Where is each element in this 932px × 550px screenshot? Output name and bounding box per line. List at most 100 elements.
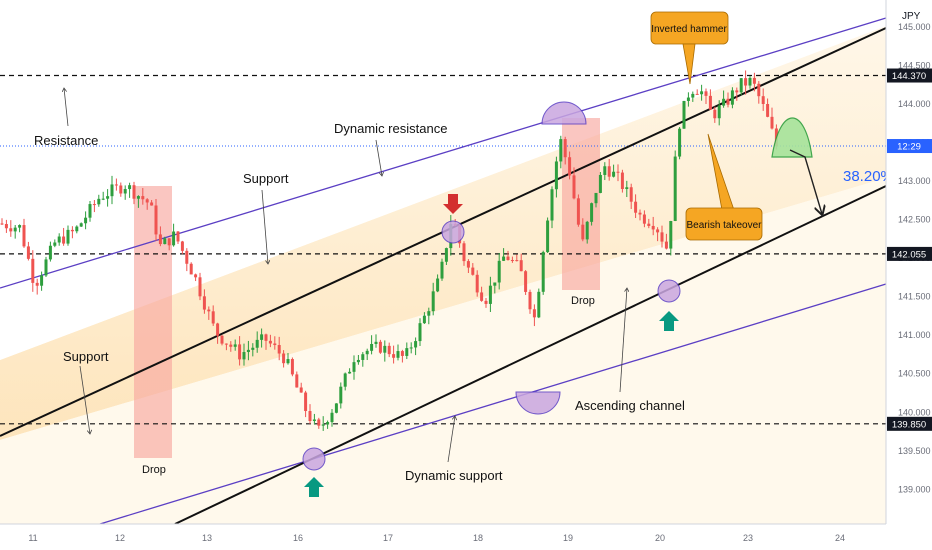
price-label-low_support: 139.850 xyxy=(892,419,926,430)
candle-body xyxy=(374,341,378,344)
candle-body xyxy=(308,411,312,422)
candle-body xyxy=(590,203,594,222)
price-label-bg-support xyxy=(887,246,932,261)
callout-inverted-hammer-text: Inverted hammer xyxy=(651,24,727,35)
candle-body xyxy=(26,246,30,259)
candle-body xyxy=(440,261,444,279)
candle-body xyxy=(682,100,686,129)
candle-body xyxy=(233,344,237,347)
candle-body xyxy=(114,184,118,186)
candle-body xyxy=(101,198,105,200)
candle-body xyxy=(436,278,440,292)
candle-body xyxy=(216,323,220,336)
candle-body xyxy=(207,309,211,312)
candle-body xyxy=(396,351,400,358)
candle-body xyxy=(506,256,510,261)
candle-body xyxy=(0,223,4,225)
candle-body xyxy=(629,187,633,202)
candle-body xyxy=(752,77,756,84)
price-label-bg-low_support xyxy=(887,416,932,431)
candle-body xyxy=(163,238,167,245)
candle-body xyxy=(409,347,413,349)
candle-body xyxy=(220,335,224,344)
currency-label: JPY xyxy=(902,11,921,22)
y-tick-label: 141.000 xyxy=(898,330,931,340)
candle-body xyxy=(414,341,418,348)
candle-body xyxy=(264,334,268,341)
x-tick-label: 20 xyxy=(655,533,665,543)
up-arrow-icon-2 xyxy=(659,311,679,331)
candle-body xyxy=(356,359,360,363)
candle-body xyxy=(466,261,470,268)
candle-body xyxy=(295,374,299,388)
candle-body xyxy=(418,323,422,342)
candle-body xyxy=(695,93,699,95)
y-tick-label: 140.000 xyxy=(898,407,931,417)
candle-body xyxy=(603,166,607,175)
candle-body xyxy=(4,223,8,229)
x-tick-label: 12 xyxy=(115,533,125,543)
candle-body xyxy=(616,171,620,173)
candle-body xyxy=(128,185,132,190)
candle-body xyxy=(502,256,506,261)
candle-body xyxy=(585,221,589,240)
candle-body xyxy=(766,103,770,117)
x-tick-label: 23 xyxy=(743,533,753,543)
candle-body xyxy=(735,90,739,93)
x-tick-label: 24 xyxy=(835,533,845,543)
candle-body xyxy=(519,260,523,272)
candle-body xyxy=(154,205,158,235)
candle-body xyxy=(559,139,563,162)
candle-body xyxy=(686,97,690,101)
candle-body xyxy=(348,371,352,374)
candle-body xyxy=(158,234,162,245)
candle-body xyxy=(106,196,110,199)
candle-body xyxy=(13,227,17,232)
candle-body xyxy=(713,109,717,119)
candle-body xyxy=(510,260,514,262)
label-support-lower: Support xyxy=(63,349,109,364)
callout-bearish-takeover xyxy=(685,207,763,241)
candle-body xyxy=(730,90,734,105)
up-arrow-icon-1 xyxy=(304,477,324,497)
candle-body xyxy=(176,231,180,242)
candle-body xyxy=(185,250,189,264)
candle-body xyxy=(282,353,286,364)
y-tick-label: 141.500 xyxy=(898,292,931,302)
candle-body xyxy=(484,300,488,304)
y-tick-label: 144.500 xyxy=(898,61,931,71)
candle-body xyxy=(84,217,88,224)
candle-body xyxy=(717,105,721,119)
candle-body xyxy=(708,95,712,110)
x-tick-label: 19 xyxy=(563,533,573,543)
candle-body xyxy=(167,238,171,246)
candle-body xyxy=(594,192,598,204)
candle-body xyxy=(238,344,242,360)
candle-body xyxy=(387,345,391,355)
candle-body xyxy=(18,225,22,228)
y-tick-label: 145.000 xyxy=(898,22,931,32)
candle-body xyxy=(598,174,602,193)
candle-body xyxy=(180,241,184,251)
candle-body xyxy=(229,344,233,347)
candle-body xyxy=(572,175,576,199)
drop-zone-1 xyxy=(134,186,172,458)
candle-body xyxy=(480,292,484,301)
candle-body xyxy=(748,77,752,86)
candle-body xyxy=(405,348,409,356)
label-drop-2: Drop xyxy=(571,295,595,307)
candle-body xyxy=(339,386,343,404)
candle-body xyxy=(757,83,761,97)
candle-body xyxy=(546,220,550,253)
candle-body xyxy=(361,354,365,360)
candle-body xyxy=(299,387,303,393)
candle-body xyxy=(612,171,616,177)
candle-body xyxy=(172,231,176,246)
candle-body xyxy=(31,258,35,283)
resistance-pointer xyxy=(64,88,69,127)
label-dynamic-support: Dynamic support xyxy=(405,468,503,483)
candle-body xyxy=(392,354,396,358)
candle-body xyxy=(488,285,492,304)
price-label-support: 142.055 xyxy=(892,249,926,260)
price-label-bg-resistance xyxy=(887,68,932,83)
